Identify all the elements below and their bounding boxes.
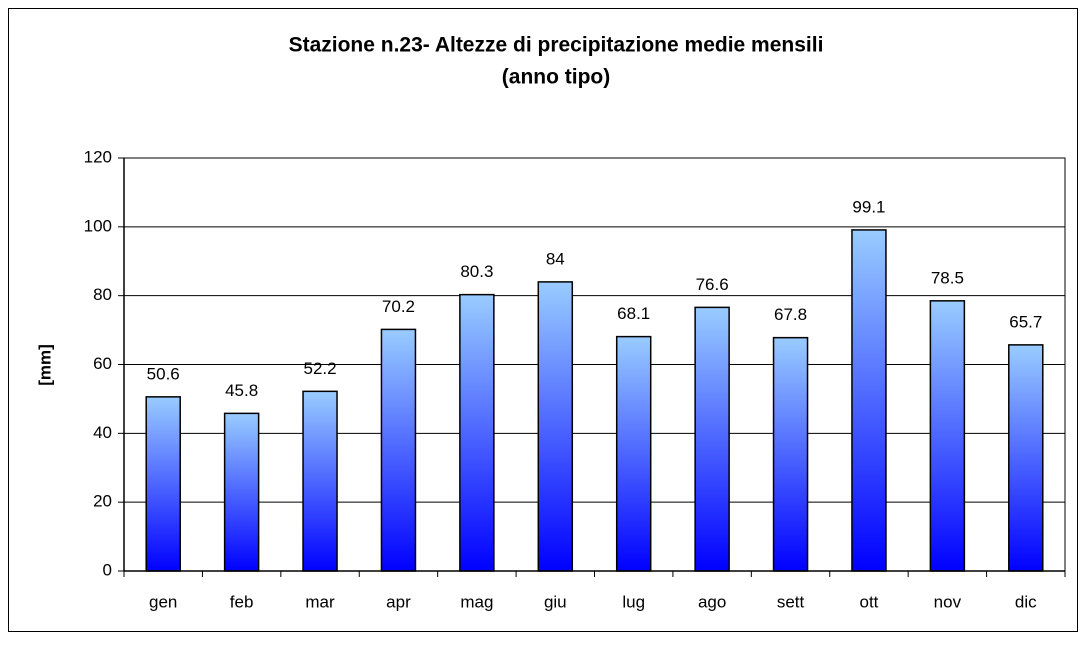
x-tick-label: apr xyxy=(386,592,411,611)
y-tick-label: 40 xyxy=(93,423,112,442)
y-tick-label: 20 xyxy=(93,492,112,511)
data-label: 99.1 xyxy=(852,197,885,216)
x-tick-label: dic xyxy=(1015,592,1037,611)
bar xyxy=(694,306,730,572)
y-tick-label: 100 xyxy=(84,216,112,235)
data-label: 50.6 xyxy=(147,364,180,383)
data-label: 67.8 xyxy=(774,305,807,324)
bar xyxy=(302,390,338,572)
x-tick-label: ago xyxy=(698,592,726,611)
data-label: 84 xyxy=(546,249,565,268)
x-tick-label: mag xyxy=(460,592,493,611)
data-label: 70.2 xyxy=(382,297,415,316)
bar xyxy=(223,412,260,572)
x-tick-label: giu xyxy=(544,592,567,611)
y-tick-label: 80 xyxy=(93,285,112,304)
bar xyxy=(537,281,574,572)
data-label: 45.8 xyxy=(225,381,258,400)
x-tick-label: gen xyxy=(149,592,177,611)
y-tick-label: 0 xyxy=(103,560,112,579)
chart-title: (anno tipo) xyxy=(502,66,610,89)
bar xyxy=(459,293,495,572)
bar xyxy=(772,336,809,572)
data-label: 52.2 xyxy=(303,359,336,378)
chart-title: Stazione n.23- Altezze di precipitazione… xyxy=(289,34,824,57)
y-axis-label: [mm] xyxy=(35,344,54,386)
bar xyxy=(929,300,966,572)
x-tick-label: sett xyxy=(777,592,805,611)
x-tick-label: nov xyxy=(934,592,962,611)
x-tick-label: mar xyxy=(305,592,335,611)
bar xyxy=(851,229,887,572)
bar xyxy=(1008,344,1044,572)
data-label: 68.1 xyxy=(617,304,650,323)
data-label: 80.3 xyxy=(460,262,493,281)
bar xyxy=(380,328,417,572)
x-tick-label: lug xyxy=(622,592,645,611)
y-tick-label: 60 xyxy=(93,354,112,373)
bar xyxy=(145,396,181,572)
data-label: 76.6 xyxy=(696,275,729,294)
data-label: 78.5 xyxy=(931,268,964,287)
x-tick-label: feb xyxy=(230,592,254,611)
y-tick-label: 120 xyxy=(84,147,112,166)
data-label: 65.7 xyxy=(1009,312,1042,331)
bar xyxy=(615,335,652,572)
x-tick-label: ott xyxy=(860,592,879,611)
